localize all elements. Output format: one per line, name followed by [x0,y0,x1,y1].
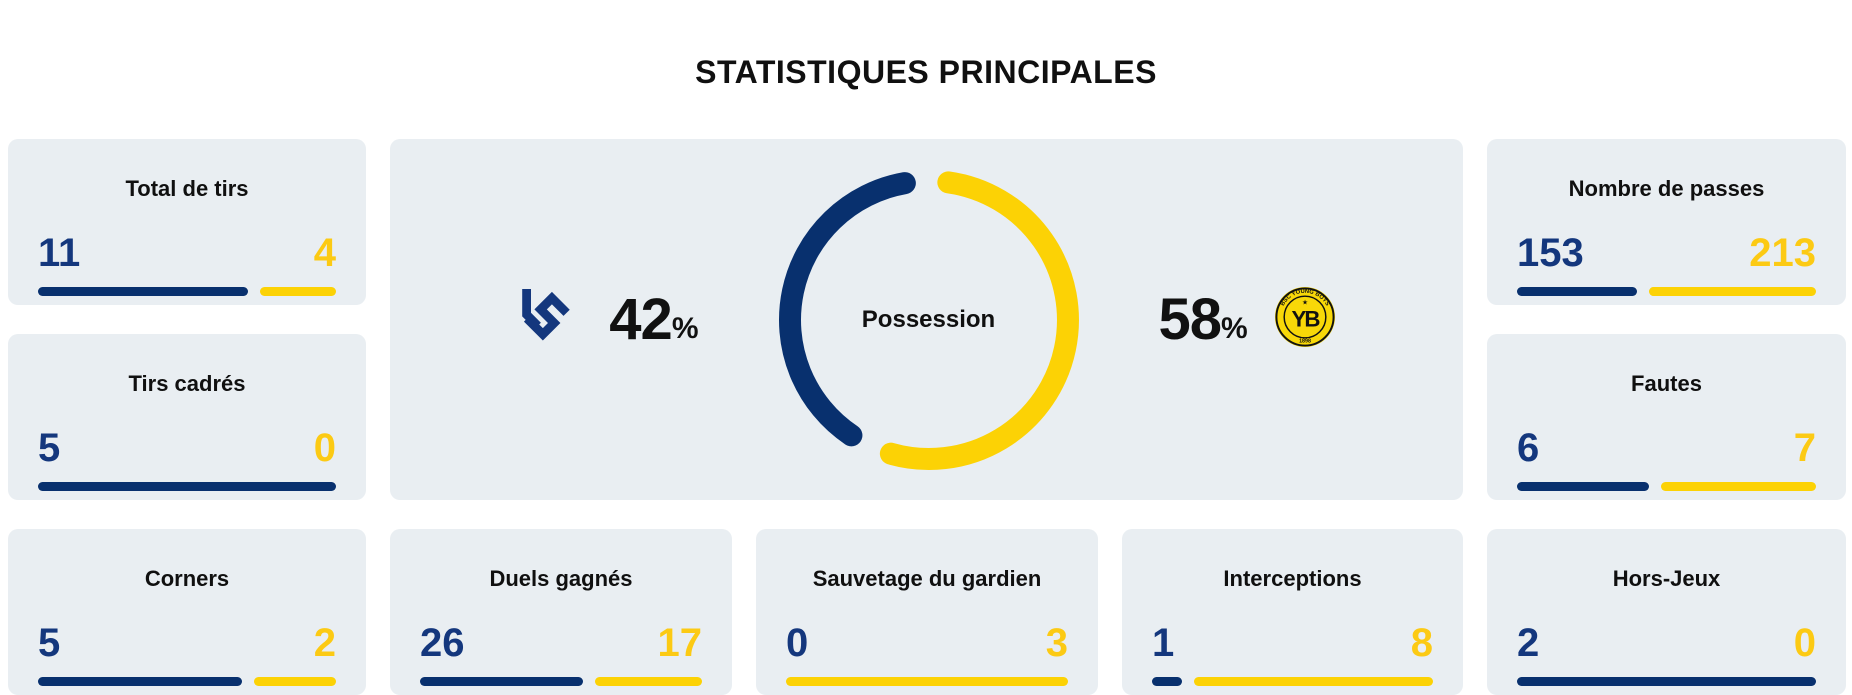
home-stat-bar [420,677,584,686]
home-possession-side: 42 % [517,282,699,357]
stat-values: 5 0 [38,426,336,470]
possession-arc-home [778,171,916,446]
away-stat-bar [1648,287,1816,296]
home-stat-bar [1517,677,1816,686]
stat-values: 11 4 [38,231,336,275]
stats-grid: 42 % Possession 58 % [8,139,1846,695]
stat-label: Tirs cadrés [128,371,246,396]
stat-values: 5 2 [38,621,336,665]
yb-logo-outer-ring [1275,287,1335,347]
home-stat-value: 2 [1517,621,1540,665]
away-stat-value: 3 [1045,621,1068,665]
away-possession-side: 58 % BSC YOUNG BOYS ★ YB 1898 [1159,286,1336,353]
away-stat-bar [259,287,336,296]
stat-label: Total de tirs [125,176,249,201]
home-stat-value: 1 [1152,621,1175,665]
stat-label: Interceptions [1223,566,1362,591]
stat-card: Interceptions 1 8 [1122,529,1463,695]
stat-label: Sauvetage du gardien [812,566,1042,591]
home-stat-value: 26 [420,621,465,665]
yb-logo-star: ★ [1302,299,1308,306]
stat-comparison-bar [1517,677,1816,686]
away-stat-value: 213 [1749,231,1816,275]
away-pct-number: 58 [1158,286,1223,352]
stat-values: 0 3 [786,621,1068,665]
home-team-logo-icon [517,282,573,357]
stat-label: Duels gagnés [489,566,633,591]
away-stat-value: 0 [1793,621,1816,665]
home-pct-symbol: % [671,311,699,345]
away-stat-value: 17 [657,621,703,665]
stat-label: Nombre de passes [1568,176,1765,201]
home-stat-value: 5 [38,426,61,470]
away-stat-value: 7 [1793,426,1816,470]
away-stat-value: 2 [313,621,336,665]
possession-donut: Possession [769,160,1089,480]
yb-logo-monogram: YB [1291,307,1320,332]
yb-logo-inner-ring [1283,295,1327,339]
away-stat-bar [1193,677,1433,686]
stat-comparison-bar [38,287,336,296]
away-stat-bar [1661,482,1816,491]
ls-logo-s-stroke [524,291,571,341]
possession-arc-away [879,170,1079,470]
stat-card: Nombre de passes 153 213 [1487,139,1846,305]
home-possession-value: 42 % [609,286,699,352]
stat-card: Fautes 6 7 [1487,334,1846,500]
stat-label: Hors-Jeux [1612,566,1721,591]
home-stat-value: 0 [786,621,809,665]
away-stat-value: 4 [313,231,336,275]
away-pct-symbol: % [1221,311,1248,345]
stat-values: 2 0 [1517,621,1816,665]
home-stat-bar [1517,482,1650,491]
stat-card: Corners 5 2 [8,529,366,695]
stat-comparison-bar [38,677,336,686]
page-title: STATISTIQUES PRINCIPALES [695,54,1157,90]
possession-label: Possession [861,305,996,333]
stat-comparison-bar [38,482,336,491]
stat-values: 26 17 [420,621,702,665]
stat-values: 1 8 [1152,621,1433,665]
stat-card: Duels gagnés 26 17 [390,529,732,695]
home-stat-value: 153 [1517,231,1584,275]
home-stat-bar [1517,287,1637,296]
home-stat-value: 5 [38,621,61,665]
stat-card: Total de tirs 11 4 [8,139,366,305]
away-stat-value: 8 [1410,621,1433,665]
stat-comparison-bar [1517,287,1816,296]
yb-logo-founded: 1898 [1299,339,1311,345]
stat-card: Sauvetage du gardien 0 3 [756,529,1098,695]
stat-comparison-bar [1517,482,1816,491]
home-pct-number: 42 [609,286,673,352]
away-stat-bar [786,677,1068,686]
home-stat-bar [38,482,336,491]
away-possession-value: 58 % [1158,286,1248,352]
stat-card: Hors-Jeux 2 0 [1487,529,1846,695]
home-stat-value: 6 [1517,426,1540,470]
away-stat-bar [595,677,702,686]
stat-values: 6 7 [1517,426,1816,470]
away-stat-bar [254,677,336,686]
possession-card: 42 % Possession 58 % [390,139,1463,500]
home-stat-value: 11 [38,231,81,275]
stat-comparison-bar [786,677,1068,686]
stat-card: Tirs cadrés 5 0 [8,334,366,500]
stat-comparison-bar [420,677,702,686]
home-stat-bar [1152,677,1182,686]
stat-comparison-bar [1152,677,1433,686]
stat-values: 153 213 [1517,231,1816,275]
home-stat-bar [38,287,248,296]
home-stat-bar [38,677,243,686]
stat-label: Corners [144,566,230,591]
stat-label: Fautes [1631,371,1702,396]
away-stat-value: 0 [313,426,336,470]
away-team-logo-icon: BSC YOUNG BOYS ★ YB 1898 [1274,286,1336,353]
